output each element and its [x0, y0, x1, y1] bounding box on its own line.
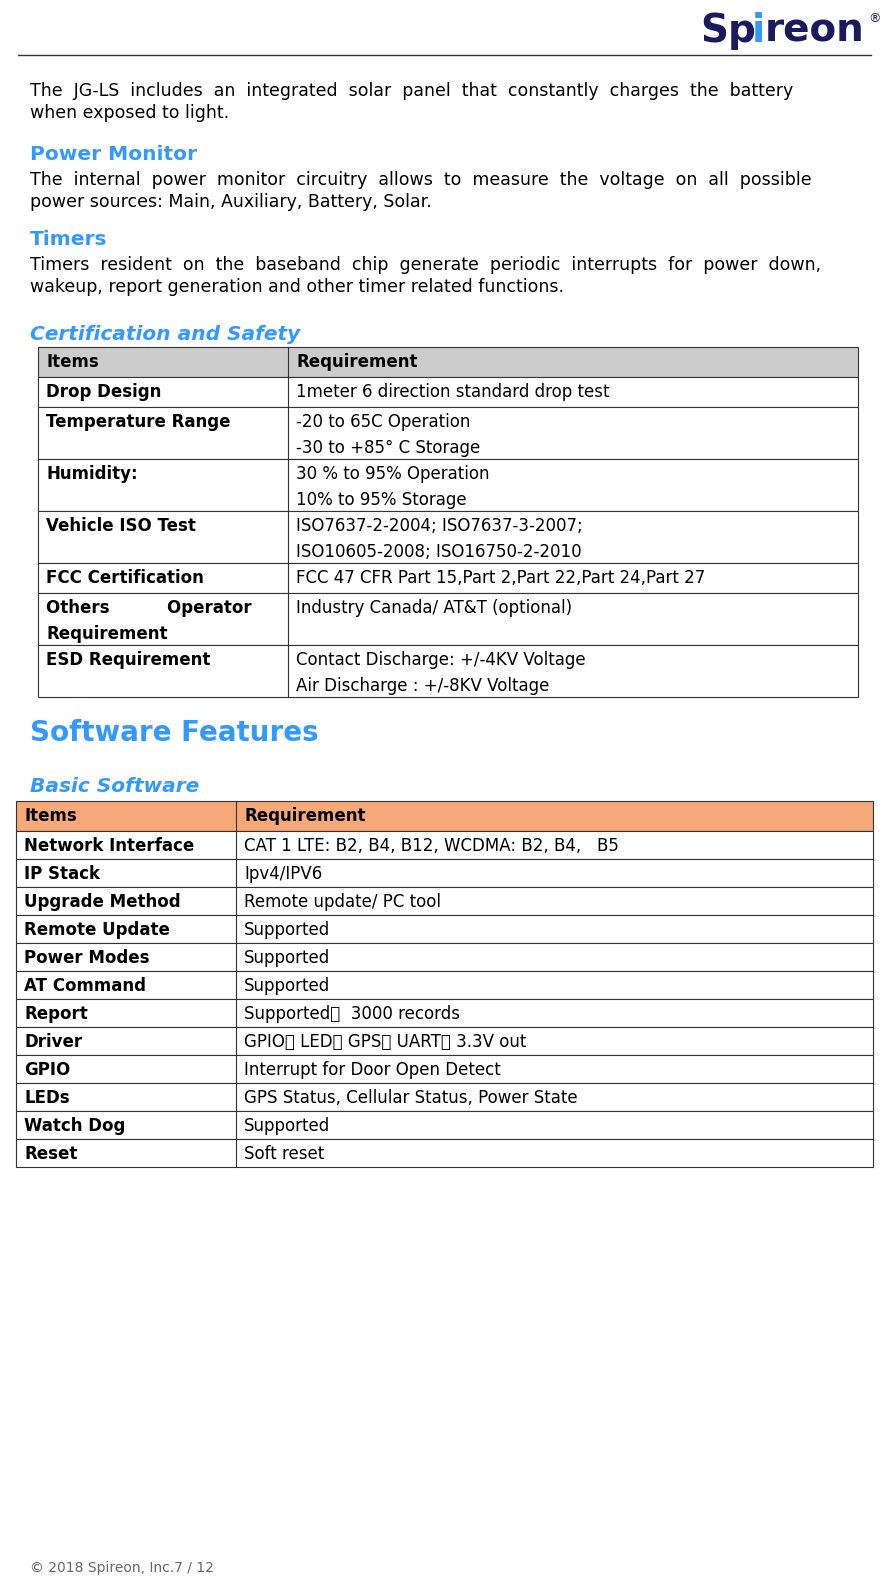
Bar [16, 1139, 873, 1168]
Text: Others          Operator
Requirement: Others Operator Requirement [46, 598, 252, 643]
Text: Timers  resident  on  the  baseband  chip  generate  periodic  interrupts  for  : Timers resident on the baseband chip gen… [30, 256, 821, 274]
Bar [38, 377, 858, 407]
Text: Report: Report [24, 1006, 88, 1023]
Bar [38, 511, 858, 563]
Bar [38, 563, 858, 593]
Text: Industry Canada/ AT&T (optional): Industry Canada/ AT&T (optional) [296, 598, 573, 617]
Text: when exposed to light.: when exposed to light. [30, 103, 229, 123]
Bar [38, 458, 858, 511]
Text: Certification and Safety: Certification and Safety [30, 325, 300, 344]
Text: Ipv4/IPV6: Ipv4/IPV6 [244, 866, 322, 883]
Text: Reset: Reset [24, 1146, 77, 1163]
Text: Software Features: Software Features [30, 719, 318, 748]
Text: Sp: Sp [700, 13, 756, 49]
Text: Items: Items [46, 353, 99, 371]
Text: GPIO: GPIO [24, 1061, 70, 1079]
Text: Basic Software: Basic Software [30, 776, 199, 796]
Text: Requirement: Requirement [244, 807, 365, 826]
Text: Timers: Timers [30, 231, 108, 250]
Text: ®: ® [868, 13, 880, 25]
Text: © 2018 Spireon, Inc.7 / 12: © 2018 Spireon, Inc.7 / 12 [30, 1561, 214, 1575]
Text: IP Stack: IP Stack [24, 866, 100, 883]
Bar [16, 943, 873, 971]
Text: FCC 47 CFR Part 15,Part 2,Part 22,Part 24,Part 27: FCC 47 CFR Part 15,Part 2,Part 22,Part 2… [296, 570, 705, 587]
Bar [38, 407, 858, 458]
Text: CAT 1 LTE: B2, B4, B12, WCDMA: B2, B4,   B5: CAT 1 LTE: B2, B4, B12, WCDMA: B2, B4, B… [244, 837, 619, 854]
Bar [38, 347, 858, 377]
Text: The  internal  power  monitor  circuitry  allows  to  measure  the  voltage  on : The internal power monitor circuitry all… [30, 170, 812, 189]
Bar [16, 1083, 873, 1111]
Text: Supported: Supported [244, 921, 330, 939]
Bar [16, 1028, 873, 1055]
Bar [16, 800, 873, 831]
Text: Soft reset: Soft reset [244, 1146, 324, 1163]
Text: Contact Discharge: +/-4KV Voltage
Air Discharge : +/-8KV Voltage: Contact Discharge: +/-4KV Voltage Air Di… [296, 651, 586, 695]
Text: Remote update/ PC tool: Remote update/ PC tool [244, 893, 441, 912]
Text: Drop Design: Drop Design [46, 383, 162, 401]
Text: Items: Items [24, 807, 76, 826]
Text: Watch Dog: Watch Dog [24, 1117, 125, 1134]
Text: Vehicle ISO Test: Vehicle ISO Test [46, 517, 196, 535]
Text: Driver: Driver [24, 1033, 82, 1052]
Bar [16, 888, 873, 915]
Text: The  JG-LS  includes  an  integrated  solar  panel  that  constantly  charges  t: The JG-LS includes an integrated solar p… [30, 83, 793, 100]
Text: Interrupt for Door Open Detect: Interrupt for Door Open Detect [244, 1061, 501, 1079]
Text: ESD Requirement: ESD Requirement [46, 651, 211, 668]
Text: FCC Certification: FCC Certification [46, 570, 204, 587]
Text: power sources: Main, Auxiliary, Battery, Solar.: power sources: Main, Auxiliary, Battery,… [30, 193, 432, 212]
Text: Supported: Supported [244, 948, 330, 967]
Bar [16, 859, 873, 888]
Text: Temperature Range: Temperature Range [46, 414, 230, 431]
Text: Remote Update: Remote Update [24, 921, 170, 939]
Text: Network Interface: Network Interface [24, 837, 195, 854]
Bar [16, 831, 873, 859]
Text: LEDs: LEDs [24, 1088, 69, 1107]
Text: GPS Status, Cellular Status, Power State: GPS Status, Cellular Status, Power State [244, 1088, 578, 1107]
Text: Upgrade Method: Upgrade Method [24, 893, 180, 912]
Text: GPIO， LED， GPS， UART， 3.3V out: GPIO， LED， GPS， UART， 3.3V out [244, 1033, 526, 1052]
Text: Supported；  3000 records: Supported； 3000 records [244, 1006, 460, 1023]
Text: -20 to 65C Operation
-30 to +85° C Storage: -20 to 65C Operation -30 to +85° C Stora… [296, 414, 480, 457]
Text: reon: reon [765, 13, 865, 49]
Text: wakeup, report generation and other timer related functions.: wakeup, report generation and other time… [30, 278, 564, 296]
Text: Supported: Supported [244, 1117, 330, 1134]
Text: ISO7637-2-2004; ISO7637-3-2007;
ISO10605-2008; ISO16750-2-2010: ISO7637-2-2004; ISO7637-3-2007; ISO10605… [296, 517, 583, 560]
Bar [16, 915, 873, 943]
Text: Power Modes: Power Modes [24, 948, 149, 967]
Text: Power Monitor: Power Monitor [30, 145, 197, 164]
Bar [16, 999, 873, 1028]
Text: 1meter 6 direction standard drop test: 1meter 6 direction standard drop test [296, 383, 610, 401]
Bar [16, 1055, 873, 1083]
Bar [38, 593, 858, 644]
Text: Requirement: Requirement [296, 353, 418, 371]
Text: AT Command: AT Command [24, 977, 146, 994]
Text: Supported: Supported [244, 977, 330, 994]
Bar [16, 971, 873, 999]
Bar [16, 1111, 873, 1139]
Text: i: i [752, 13, 765, 49]
Text: 30 % to 95% Operation
10% to 95% Storage: 30 % to 95% Operation 10% to 95% Storage [296, 465, 490, 509]
Text: Humidity:: Humidity: [46, 465, 138, 484]
Bar [38, 644, 858, 697]
